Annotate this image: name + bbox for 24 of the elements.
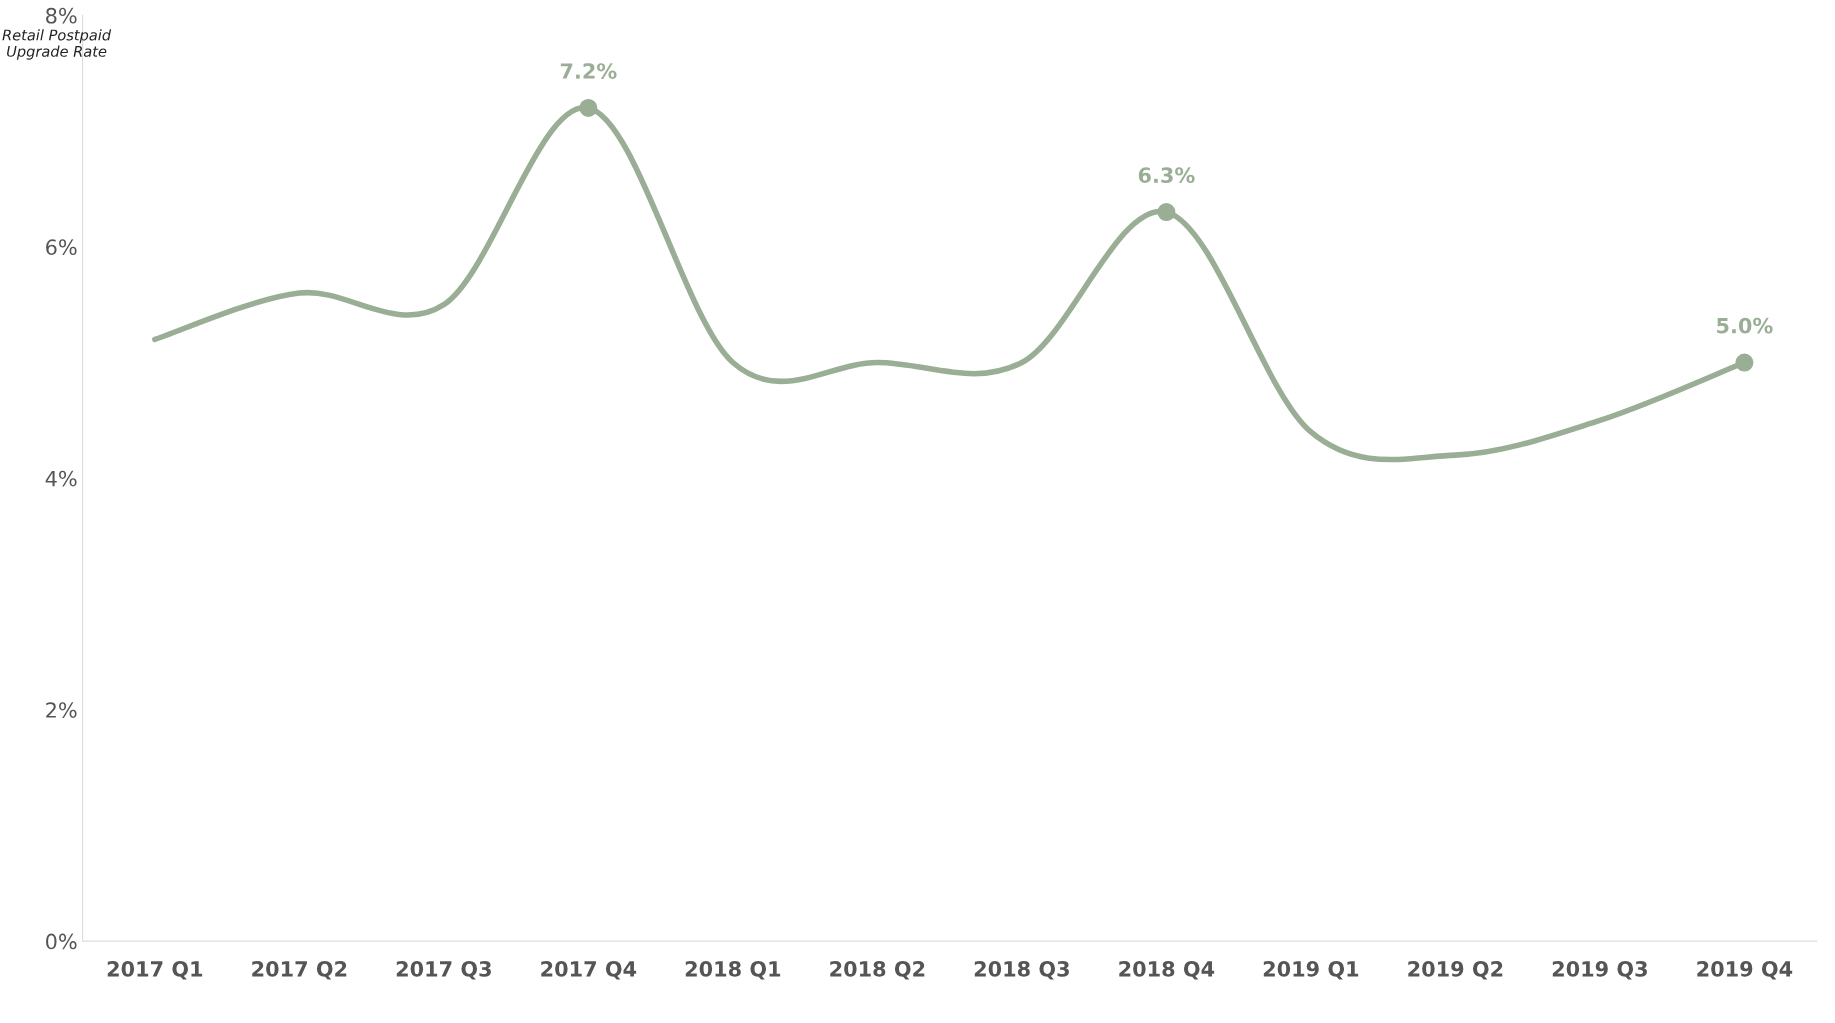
x-tick-label: 2019 Q3 <box>1552 960 1647 980</box>
point <box>1735 353 1754 372</box>
x-tick-label: 2018 Q4 <box>1119 960 1215 980</box>
x-tick-label: 2019 Q4 <box>1697 960 1793 980</box>
point <box>579 98 598 117</box>
y-tick-label: 0% <box>46 933 77 950</box>
y-axis-title: Retail Postpaid Upgrade Rate <box>2 29 112 60</box>
y-tick-label: 2% <box>46 702 77 718</box>
data-label: 7.2% <box>560 63 617 79</box>
point <box>1157 203 1176 222</box>
data-label: 6.3% <box>1138 167 1195 184</box>
x-tick-label: 2019 Q2 <box>1408 960 1503 980</box>
x-tick-label: 2018 Q1 <box>685 960 781 980</box>
y-tick-label: 6% <box>46 239 77 256</box>
x-tick-label: 2018 Q3 <box>974 960 1069 980</box>
y-tick-label: 8% <box>46 7 77 24</box>
x-tick-label: 2017 Q3 <box>396 960 491 980</box>
y-tick-label: 4% <box>45 470 77 487</box>
x-tick-label: 2017 Q2 <box>252 960 347 980</box>
x-tick-label: 2019 Q1 <box>1263 960 1359 980</box>
x-tick-label: 2017 Q1 <box>107 960 203 980</box>
x-tick-label: 2018 Q2 <box>830 960 925 980</box>
data-label: 5.0% <box>1717 317 1773 334</box>
x-tick-label: 2017 Q4 <box>541 960 637 980</box>
